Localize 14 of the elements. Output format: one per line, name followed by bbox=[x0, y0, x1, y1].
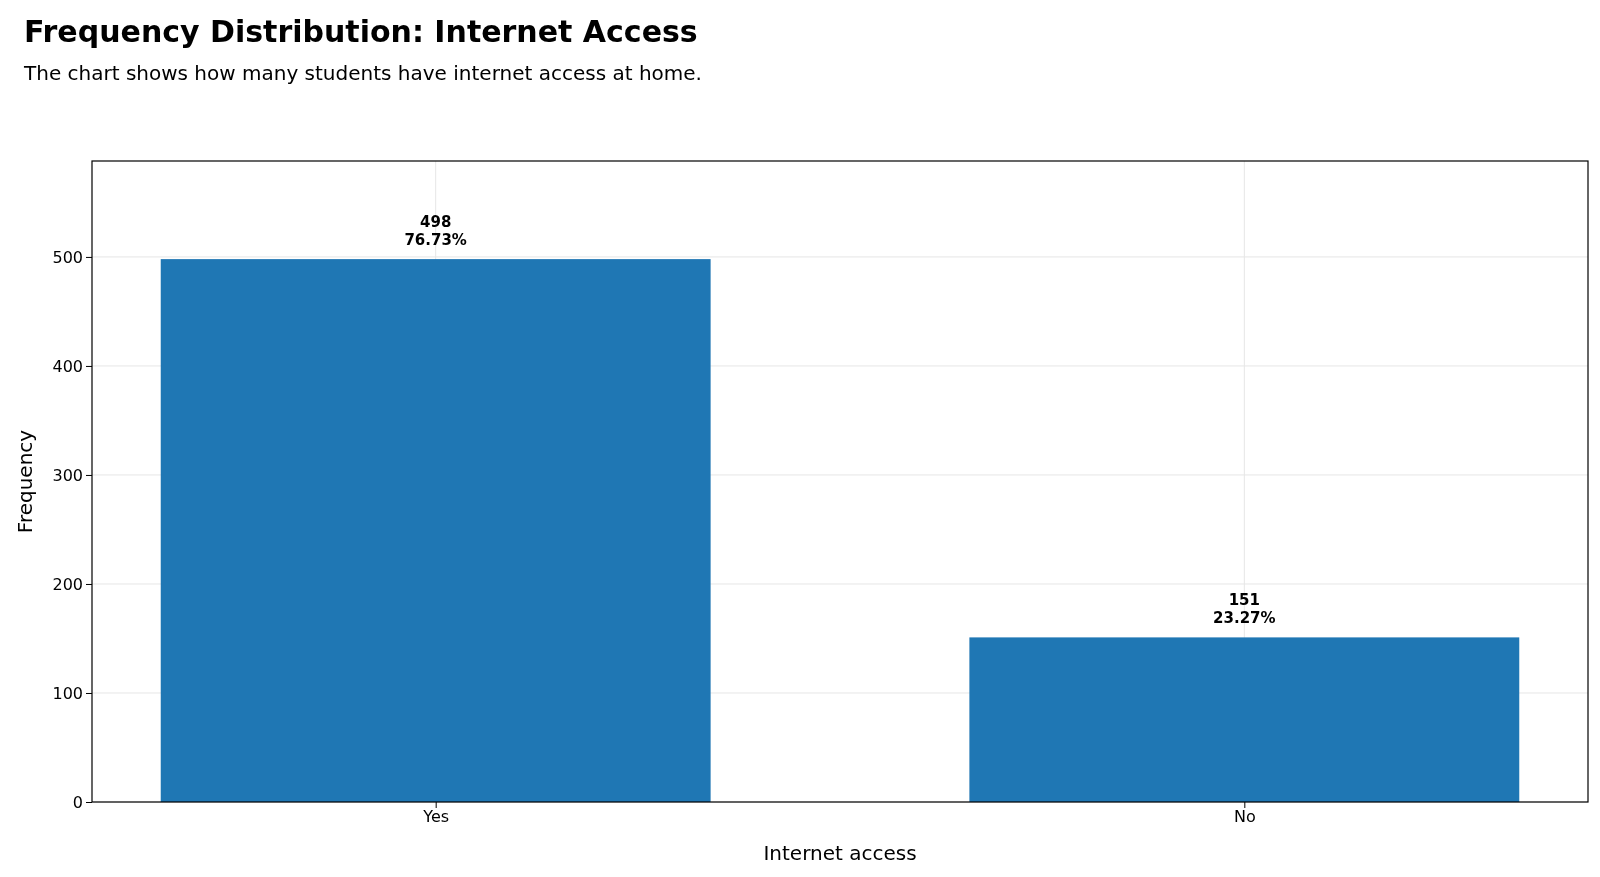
data-label: 498 76.73% bbox=[404, 213, 467, 250]
y-tick-label: 200 bbox=[52, 574, 83, 594]
y-tick-label: 400 bbox=[52, 356, 83, 376]
data-label: 151 23.27% bbox=[1213, 591, 1276, 628]
y-tick-label: 500 bbox=[52, 247, 83, 267]
y-axis-title: Frequency bbox=[13, 429, 37, 534]
x-tick-label: Yes bbox=[422, 807, 450, 827]
y-tick-label: 100 bbox=[52, 683, 83, 703]
y-tick-label: 300 bbox=[52, 465, 83, 485]
y-tick-label: 0 bbox=[72, 792, 83, 812]
x-tick-label: No bbox=[1233, 807, 1256, 827]
chart-subtitle: The chart shows how many students have internet access at home. bbox=[23, 61, 702, 85]
chart-title: Frequency Distribution: Internet Access bbox=[24, 14, 698, 49]
x-axis-title: Internet access bbox=[763, 841, 917, 865]
